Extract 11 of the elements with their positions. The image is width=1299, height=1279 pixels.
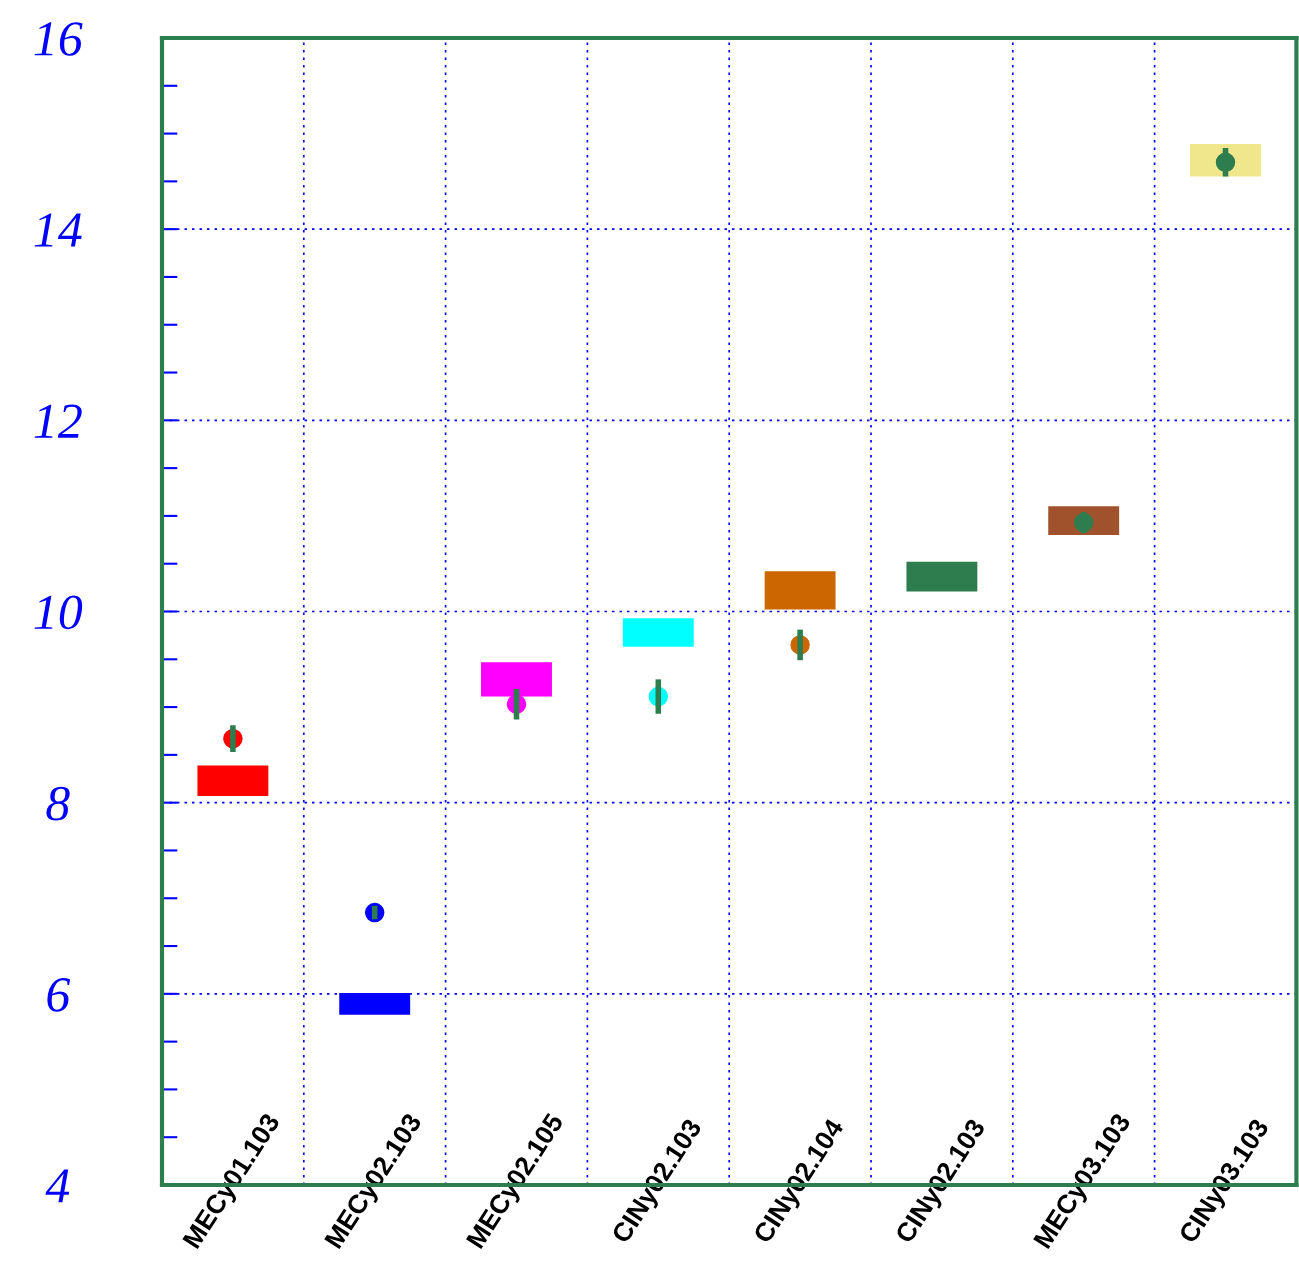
y-tick-label: 14 <box>34 213 82 247</box>
y-tick-label: 10 <box>34 595 83 630</box>
y-tick-label: 16 <box>34 22 83 56</box>
y-tick-label: 6 <box>47 978 71 1012</box>
y-tick-label: 4 <box>45 1169 70 1203</box>
y-tick-label: 12 <box>34 404 82 438</box>
bar <box>197 765 269 796</box>
bar <box>906 561 978 592</box>
bar <box>622 618 694 647</box>
bar <box>764 571 836 610</box>
y-tick-label: 8 <box>46 786 70 821</box>
